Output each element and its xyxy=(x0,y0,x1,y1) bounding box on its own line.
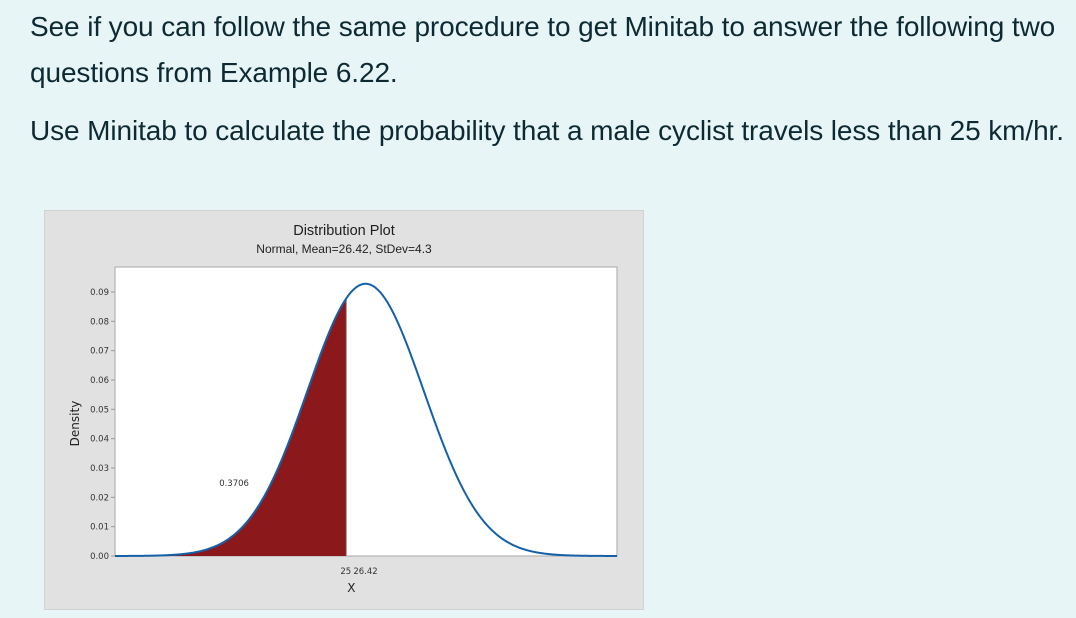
y-tick-label: 0.00 xyxy=(90,552,109,562)
question-paragraph: Use Minitab to calculate the probability… xyxy=(30,115,1064,146)
y-tick-label: 0.02 xyxy=(90,493,109,503)
plot-area xyxy=(114,266,618,557)
distribution-plot: 0.00 0.01 0.02 0.03 0.04 0.05 0.06 0.07 0.08 0.09… xyxy=(44,210,644,610)
chart-canvas: 0.00 0.01 0.02 0.03 0.04 0.05 0.06 0.07 0.08 0.09… xyxy=(68,266,618,595)
x-tick-label-mean: 26.42 xyxy=(353,567,377,577)
y-tick-label: 0.04 xyxy=(90,435,109,445)
x-axis-label: X xyxy=(347,581,355,595)
chart-subtitle: Normal, Mean=26.42, StDev=4.3 xyxy=(256,242,432,256)
x-tick-label-25: 25 xyxy=(340,567,351,577)
y-tick-label: 0.06 xyxy=(90,376,109,386)
instruction-paragraph: See if you can follow the same procedure… xyxy=(30,11,1056,88)
density-curve xyxy=(114,282,618,557)
y-tick-label: 0.01 xyxy=(90,523,109,533)
y-tick-label: 0.07 xyxy=(90,347,109,357)
y-tick-label: 0.03 xyxy=(90,464,109,474)
y-tick-label: 0.05 xyxy=(90,405,109,415)
shaded-probability-area xyxy=(115,298,347,556)
chart-title: Distribution Plot xyxy=(293,223,395,239)
y-tick-label: 0.08 xyxy=(90,317,109,327)
probability-annotation: 0.3706 xyxy=(219,479,249,489)
y-axis-label: Density xyxy=(68,401,82,447)
y-tick-label: 0.09 xyxy=(90,288,109,298)
